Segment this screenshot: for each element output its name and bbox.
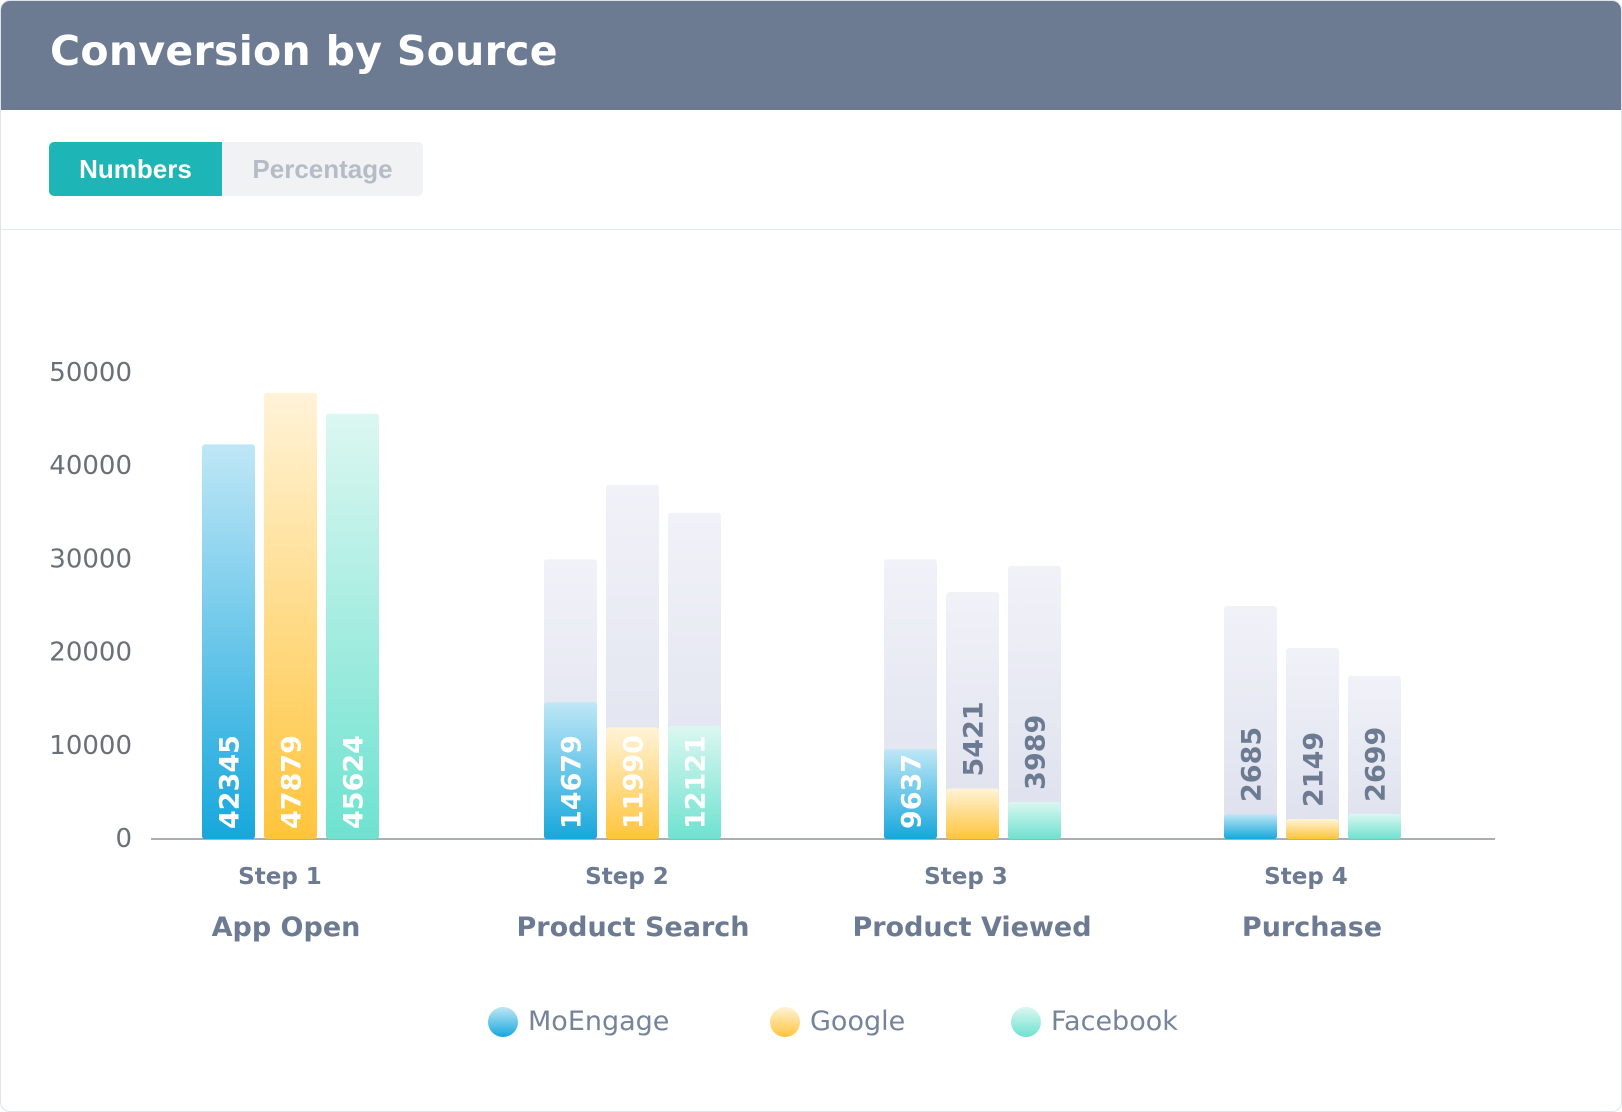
category-name-label: Product Search [516, 912, 749, 943]
google-value-label: 11990 [619, 735, 650, 829]
percentage-toggle-button[interactable]: Percentage [222, 142, 423, 196]
moengage-value-label: 42345 [215, 735, 246, 829]
legend-label-moengage: MoEngage [528, 1006, 670, 1037]
previous-step-ghost-bar [1348, 675, 1401, 839]
y-tick-label: 50000 [49, 358, 132, 388]
category-step-label: Step 3 [924, 864, 1008, 890]
previous-step-ghost-bar [946, 592, 999, 839]
facebook-bar[interactable] [326, 413, 379, 839]
previous-step-ghost-bar [1008, 565, 1061, 839]
bars-group: 42345 14679 9637 2685 47879 11990 5421 2149 4562… [202, 392, 1401, 839]
google-value-label: 5421 [959, 701, 990, 776]
category-name-label: Purchase [1242, 912, 1382, 943]
facebook-value-label: 12121 [681, 735, 712, 829]
y-tick-label: 10000 [49, 731, 132, 761]
previous-step-ghost-bar [1286, 647, 1339, 839]
legend-item-moengage[interactable]: MoEngage [488, 1006, 669, 1037]
legend-item-google[interactable]: Google [770, 1006, 905, 1037]
category-name-label: Product Viewed [852, 912, 1091, 943]
view-toggle: Numbers Percentage [49, 142, 423, 196]
category-step-label: Step 4 [1264, 864, 1348, 890]
header-divider [1, 229, 1621, 230]
google-bar[interactable] [606, 727, 659, 839]
google-bar[interactable] [264, 392, 317, 839]
numbers-toggle-button[interactable]: Numbers [49, 142, 222, 196]
legend-label-google: Google [810, 1006, 906, 1037]
moengage-value-label: 2685 [1237, 727, 1268, 802]
google-value-label: 47879 [277, 735, 308, 829]
card-header: Conversion by Source [1, 1, 1621, 110]
previous-step-ghost-bar [1224, 606, 1277, 839]
moengage-bar[interactable] [202, 444, 255, 839]
moengage-bar[interactable] [884, 749, 937, 839]
y-tick-label: 0 [115, 824, 132, 854]
category-name-label: App Open [212, 912, 361, 943]
legend: MoEngage Google Facebook [1, 1006, 1621, 1056]
moengage-bar[interactable] [544, 702, 597, 839]
category-step-label: Step 1 [238, 864, 322, 890]
facebook-bar[interactable] [1008, 801, 1061, 839]
facebook-bar[interactable] [1348, 813, 1401, 839]
y-tick-label: 20000 [49, 638, 132, 668]
google-bar[interactable] [1286, 818, 1339, 839]
moengage-legend-dot-icon [488, 1006, 518, 1037]
y-tick-label: 40000 [49, 451, 132, 481]
moengage-value-label: 9637 [897, 754, 928, 829]
google-bar[interactable] [946, 788, 999, 839]
google-value-label: 2149 [1299, 732, 1330, 807]
facebook-legend-dot-icon [1011, 1006, 1041, 1037]
facebook-value-label: 45624 [339, 735, 370, 829]
moengage-value-label: 14679 [557, 735, 588, 829]
facebook-value-label: 3989 [1021, 715, 1052, 790]
legend-label-facebook: Facebook [1051, 1006, 1178, 1037]
facebook-bar[interactable] [668, 726, 721, 839]
x-axis: Step 1 App Open Step 2 Product Search Step 3… [212, 864, 1382, 943]
y-tick-label: 30000 [49, 544, 132, 574]
moengage-bar[interactable] [1224, 813, 1277, 839]
google-legend-dot-icon [770, 1006, 800, 1037]
legend-item-facebook[interactable]: Facebook [1011, 1006, 1178, 1037]
facebook-value-label: 2699 [1361, 727, 1392, 802]
card-title: Conversion by Source [50, 27, 558, 75]
category-step-label: Step 2 [585, 864, 669, 890]
y-axis: 0 10000 20000 30000 40000 50000 [49, 358, 1495, 854]
